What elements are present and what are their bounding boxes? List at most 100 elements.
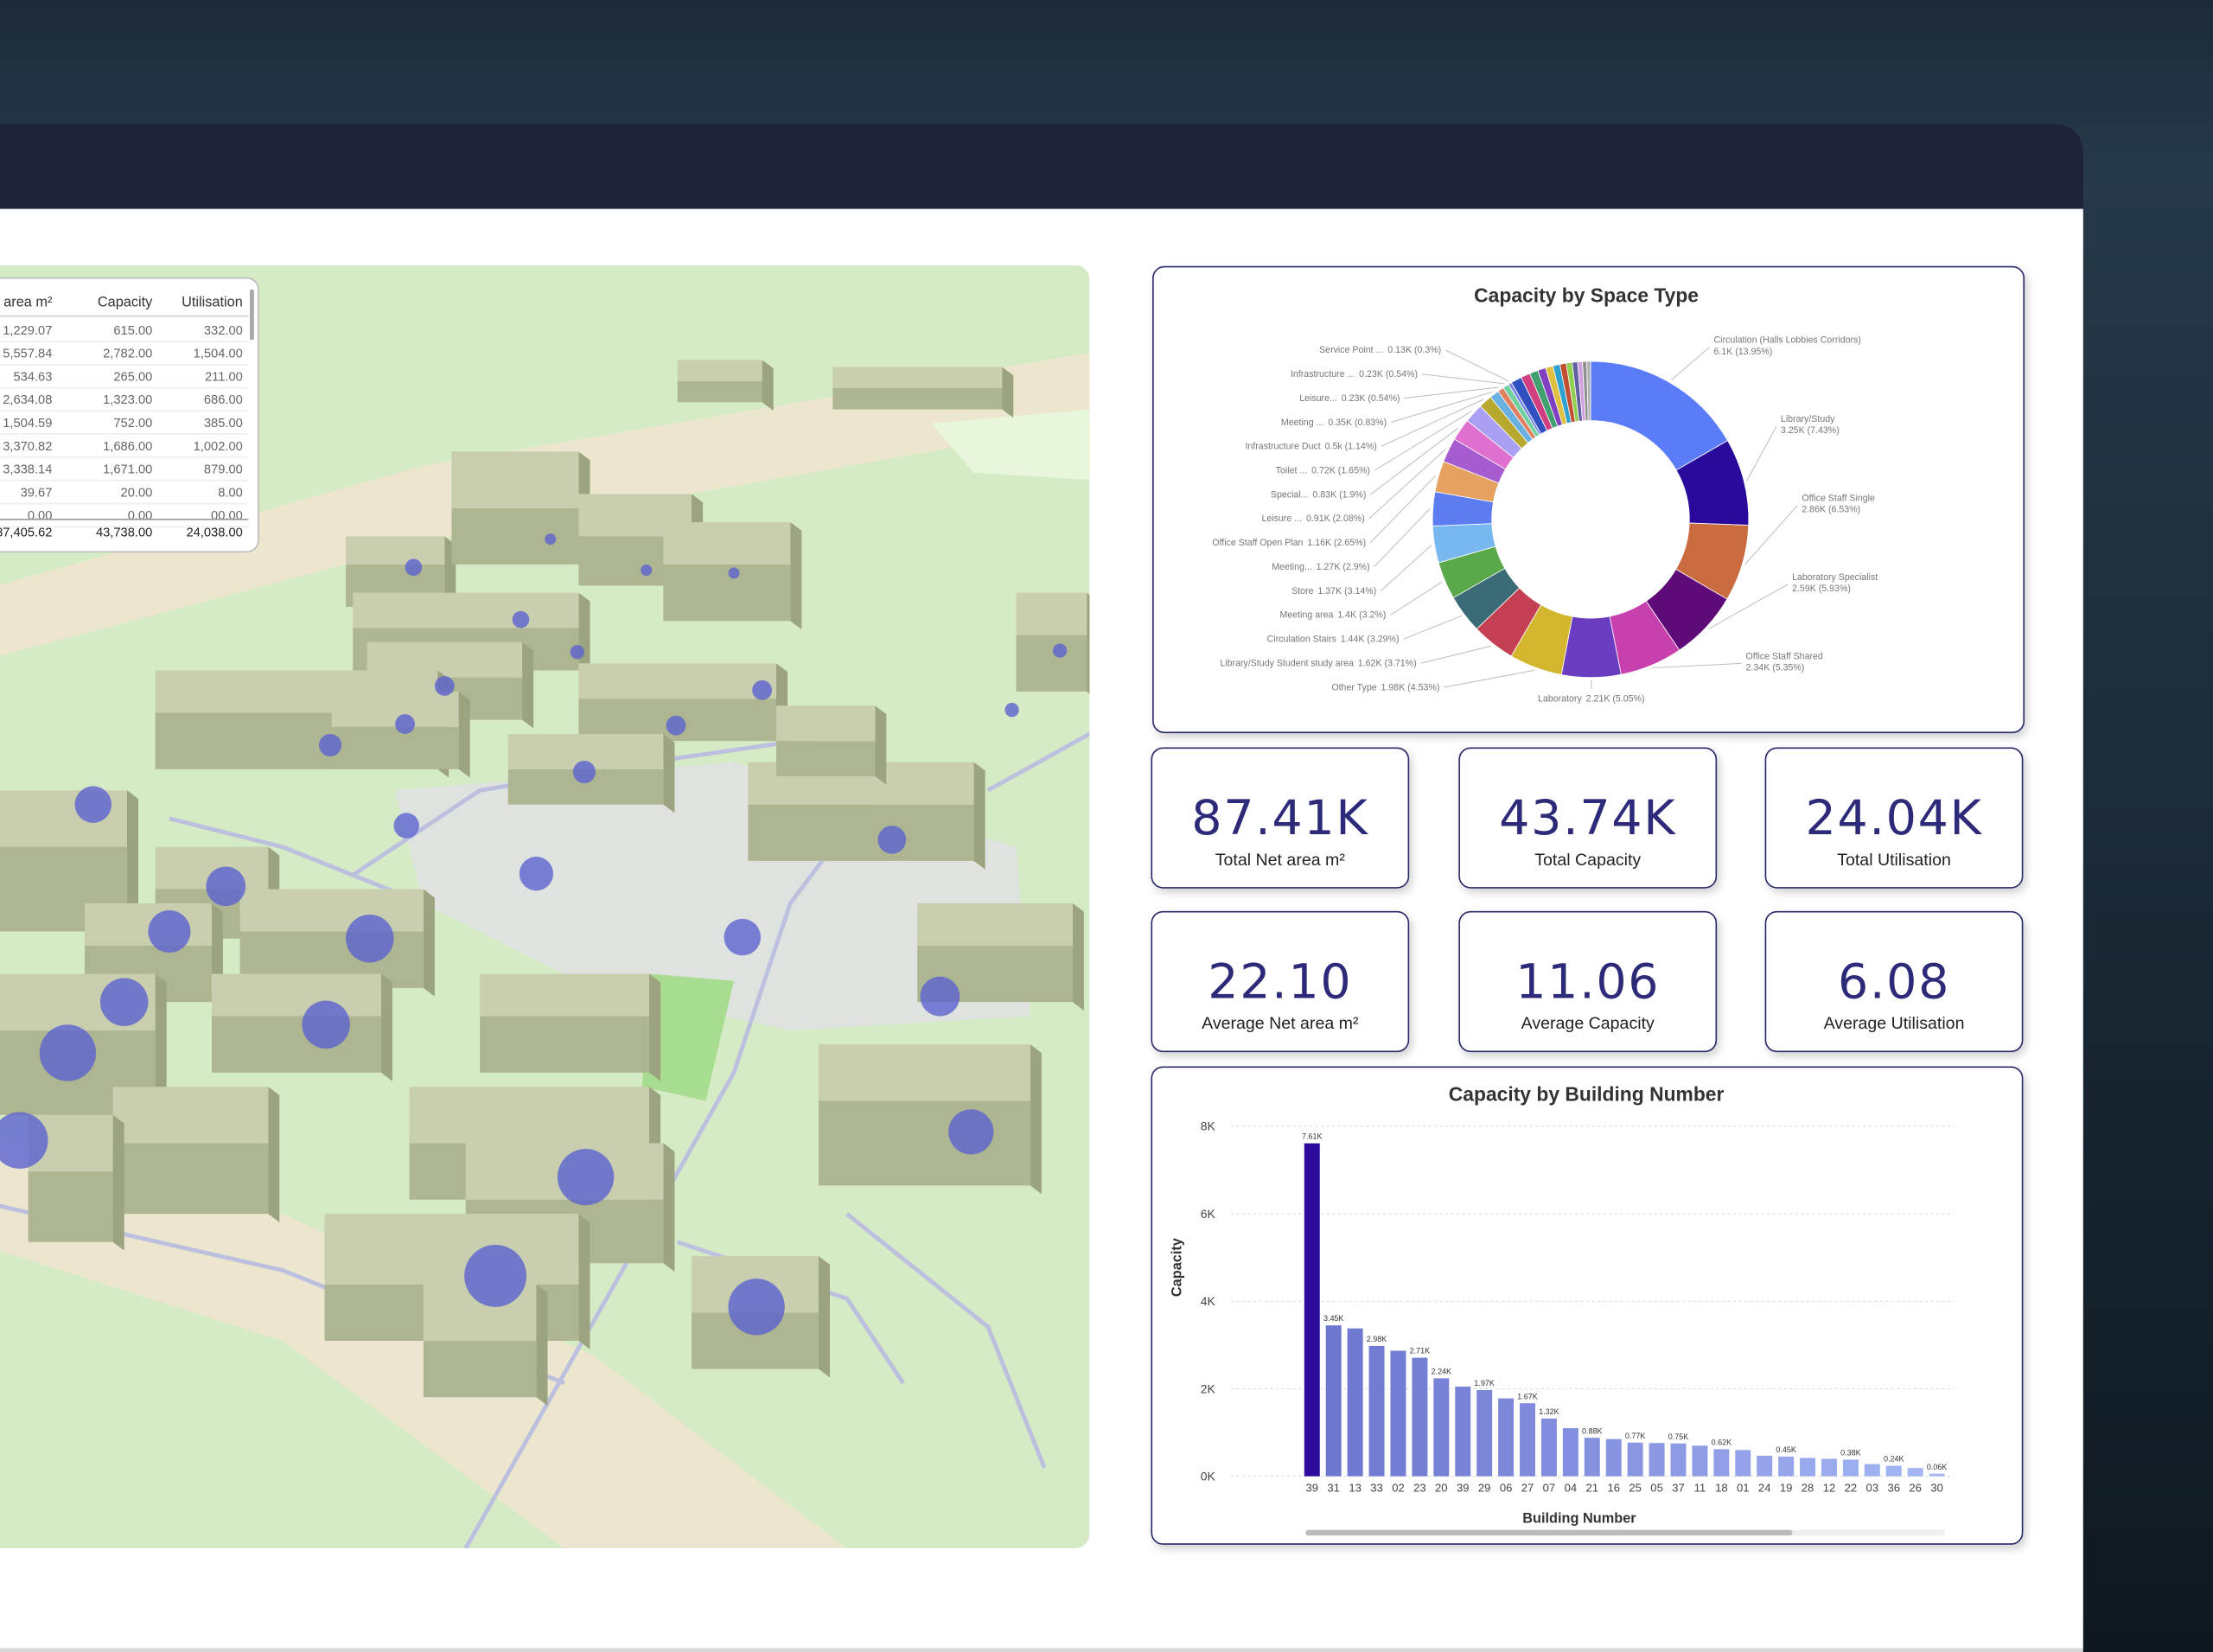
slice-value: 1.62K (3.71%) <box>1358 658 1417 668</box>
y-tick-label: 0K <box>1201 1470 1216 1483</box>
map-bubble <box>728 567 740 579</box>
y-axis-label: Capacity <box>1170 1238 1185 1297</box>
x-tick-label: 01 <box>1737 1482 1750 1495</box>
bar-value-label: 0.45K <box>1776 1445 1795 1454</box>
y-tick-label: 8K <box>1201 1119 1216 1133</box>
building-roof <box>1016 592 1087 635</box>
bar <box>1907 1468 1923 1477</box>
slice-name: Infrastructure ... <box>1291 369 1355 380</box>
map-bubble <box>148 910 191 954</box>
map-bubble <box>393 813 419 839</box>
table-cell: 879.00 <box>204 463 243 477</box>
label-leader <box>1744 505 1798 565</box>
table-panel <box>0 277 259 553</box>
slice-label: Leisure ... 0.91K (2.08%) <box>1261 513 1364 524</box>
label-leader <box>1421 373 1505 385</box>
chart-title: Capacity by Space Type <box>1474 284 1699 306</box>
x-tick-label: 31 <box>1327 1482 1340 1495</box>
column-header: area m² <box>3 294 53 309</box>
building-side <box>790 522 802 630</box>
building-roof <box>353 592 579 628</box>
label-leader <box>1707 584 1789 630</box>
table-cell: 0.00 <box>28 509 53 523</box>
kpi-label: Total Utilisation <box>1837 851 1951 870</box>
slice-label: Office Staff Shared <box>1746 651 1823 661</box>
slice-label: Leisure... 0.23K (0.54%) <box>1299 393 1400 404</box>
x-tick-label: 16 <box>1607 1482 1620 1495</box>
x-tick-label: 30 <box>1930 1482 1943 1495</box>
building-side <box>1087 592 1090 700</box>
x-tick-label: 24 <box>1758 1482 1771 1495</box>
label-leader <box>1403 615 1463 640</box>
slice-name: Laboratory <box>1538 693 1582 704</box>
bar-value-label: 0.24K <box>1884 1455 1904 1464</box>
bar <box>1476 1390 1493 1477</box>
slice-value: 2.34K (5.35%) <box>1746 663 1805 673</box>
table-total: 43,738.00 <box>96 526 152 539</box>
table-cell: 00.00 <box>211 509 243 523</box>
building <box>663 522 802 630</box>
building-side <box>155 973 167 1124</box>
map[interactable]: area m² Capacity Utilisation 1,229.07 615.00… <box>0 265 1098 1549</box>
bottom-edge <box>0 1648 2083 1652</box>
slice-value: 1.37K (3.14%) <box>1317 586 1376 596</box>
bar-value-label: 2.98K <box>1367 1335 1387 1343</box>
slice-name: Leisure... <box>1299 393 1337 404</box>
label-leader <box>1368 448 1447 520</box>
bar-value-label: 7.61K <box>1302 1132 1322 1141</box>
table-cell: 1,671.00 <box>103 463 152 477</box>
x-tick-label: 06 <box>1500 1482 1513 1495</box>
bar <box>1842 1459 1859 1477</box>
bar <box>1390 1350 1406 1477</box>
slice-value: 0.35K (0.83%) <box>1328 418 1387 428</box>
table-cell: 0.00 <box>128 509 153 523</box>
building-front <box>692 1312 819 1369</box>
building-side <box>112 1114 124 1251</box>
slice-value: 1.4K (3.2%) <box>1337 610 1386 621</box>
slice-label: Meeting... 1.27K (2.9%) <box>1272 562 1369 572</box>
building-side <box>126 790 138 941</box>
slice-label: Infrastructure ... 0.23K (0.54%) <box>1291 369 1418 380</box>
bar-value-label: 2.71K <box>1410 1347 1430 1355</box>
table-cell: 1,504.00 <box>194 348 243 361</box>
bar <box>1520 1403 1536 1477</box>
kpi-value: 22.10 <box>1208 954 1352 1010</box>
x-axis-label: Building Number <box>1522 1511 1636 1527</box>
slice-label: Meeting area 1.4K (3.2%) <box>1280 610 1387 621</box>
x-tick-label: 28 <box>1802 1482 1814 1495</box>
x-tick-label: 03 <box>1866 1482 1879 1495</box>
building-roof <box>832 367 1003 388</box>
bar-value-label: 0.38K <box>1840 1449 1860 1457</box>
building-side <box>762 360 774 411</box>
x-tick-label: 26 <box>1909 1482 1922 1495</box>
building-side <box>458 691 470 778</box>
map-bubble <box>877 826 907 854</box>
bar <box>1605 1438 1622 1477</box>
building-front <box>112 1143 269 1215</box>
slice-name: Meeting area <box>1280 610 1334 621</box>
kpi-card <box>1764 747 2024 889</box>
table-cell: 1,229.07 <box>3 324 52 338</box>
table-scrollbar <box>249 289 254 341</box>
building <box>0 790 138 941</box>
bar <box>1540 1418 1557 1477</box>
scrollbar-thumb[interactable] <box>1305 1529 1793 1536</box>
map-bubble <box>666 715 686 736</box>
bar <box>1368 1345 1385 1477</box>
slice-name: Infrastructure Duct <box>1245 442 1320 452</box>
map-bubble <box>641 564 653 577</box>
building <box>578 663 788 749</box>
building-side <box>875 705 887 785</box>
building <box>818 1044 1042 1195</box>
x-tick-label: 21 <box>1586 1482 1599 1495</box>
x-tick-label: 37 <box>1672 1482 1685 1495</box>
slice-label: Laboratory Specialist <box>1792 572 1878 583</box>
x-tick-label: 27 <box>1521 1482 1534 1495</box>
slice-value: 0.5k (1.14%) <box>1325 442 1377 452</box>
x-tick-label: 39 <box>1306 1482 1319 1495</box>
slice-name: Office Staff Open Plan <box>1212 538 1303 548</box>
building-front <box>331 726 459 769</box>
building-side <box>1002 367 1014 418</box>
building-roof <box>663 522 791 565</box>
map-bubble <box>405 558 423 577</box>
